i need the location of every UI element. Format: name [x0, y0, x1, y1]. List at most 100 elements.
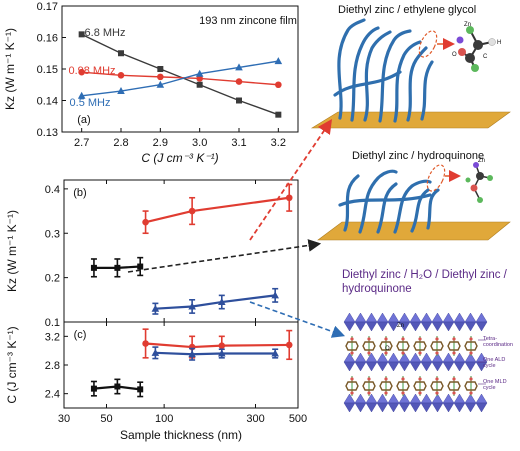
arrow-red-dashed [249, 119, 333, 241]
lattice-tetrahedron [387, 361, 400, 372]
lattice-tetrahedron [431, 321, 444, 332]
atom-label-h-top: H [497, 40, 501, 46]
panel-c-point [218, 342, 226, 349]
annotation-tetra-coordination: Tetra-coordination [483, 336, 513, 348]
lattice-oxygen [384, 391, 388, 395]
panel-b-point [188, 302, 196, 310]
panel-c-point [137, 386, 144, 393]
molecule-top [456, 26, 496, 72]
lattice-tetrahedron [354, 361, 367, 372]
lattice-ring [396, 341, 410, 351]
lattice-tetrahedron [453, 312, 466, 323]
lattice-oxygen [435, 351, 439, 355]
highlight-ellipse-mid [426, 164, 446, 192]
panel-a-ytick-label: 0.16 [37, 33, 58, 45]
lattice-tetrahedron [475, 312, 488, 323]
lattice-ring [430, 341, 444, 351]
lattice-oxygen [384, 377, 388, 381]
lattice-ring [379, 381, 393, 391]
panel-c-ytick-label: 2.4 [45, 389, 60, 401]
lattice-ring [447, 381, 461, 391]
lattice-ring [379, 341, 393, 351]
panel-c-point [188, 350, 196, 358]
lattice-ring [362, 341, 376, 351]
lattice-tetrahedron [387, 321, 400, 332]
lattice-tetrahedron [387, 312, 400, 323]
lattice-tetrahedron [431, 361, 444, 372]
lattice-ring [430, 381, 444, 391]
panel-a-ytick-label: 0.17 [37, 1, 58, 13]
lattice-tetrahedron [453, 321, 466, 332]
lattice-ring [396, 381, 410, 391]
panel-a-xtick-label: 3.2 [271, 137, 286, 149]
highlight-ellipse-top [418, 30, 438, 58]
panel-a-point [77, 91, 86, 99]
lattice-tetrahedron [376, 321, 389, 332]
panel-c-xlabel: Sample thickness (nm) [120, 428, 242, 442]
lattice-tetrahedron [453, 361, 466, 372]
lattice-oxygen [418, 337, 422, 341]
panel-a-xtick-label: 2.9 [153, 137, 168, 149]
panel-b-series-line [145, 196, 290, 224]
lattice-oxygen [367, 337, 371, 341]
lattice-tetrahedron [409, 393, 422, 404]
schematic-title-mid: Diethyl zinc / hydroquinone [352, 150, 485, 162]
panel-c-point [285, 341, 293, 349]
lattice-tetrahedron [442, 321, 455, 332]
panel-c-xtick-label: 50 [100, 413, 112, 425]
substrate-mid [317, 221, 511, 241]
panel-c-xtick-label: 300 [246, 413, 264, 425]
lattice-tetrahedron [464, 321, 477, 332]
lattice-oxygen [418, 377, 422, 381]
lattice-tetrahedron [442, 393, 455, 404]
lattice-tetrahedron [365, 402, 378, 413]
lattice-ring [447, 341, 461, 351]
panel-a-point [195, 69, 204, 77]
panel-a-ytick-label: 0.13 [37, 127, 58, 139]
molecule-mid [465, 162, 493, 203]
atom-label-zn-bottom: Zn [397, 323, 404, 329]
panel-c-point [114, 383, 121, 390]
panel-a-xtick-label: 3.0 [192, 137, 207, 149]
panel-a-ytick-label: 0.15 [37, 64, 58, 76]
lattice-tetrahedron [420, 321, 433, 332]
panel-c-series-line [145, 342, 290, 349]
panel-a-series-label: 6.8 MHz [85, 27, 126, 39]
panel-b-point [151, 304, 160, 312]
polymer-chains-mid [338, 169, 440, 234]
lattice-tetrahedron [420, 312, 433, 323]
atom-label-zn-top: Zn [464, 22, 471, 28]
panel-a-label: (a) [77, 114, 90, 126]
lattice-tetrahedron [398, 352, 411, 363]
panel-a-point [235, 78, 243, 85]
panel-a-series-line [81, 60, 279, 97]
atom-label-o-bottom: O [385, 346, 390, 352]
panel-a-point [274, 57, 283, 65]
panel-b-point [114, 264, 121, 271]
panel-b-point [90, 264, 97, 271]
lattice-tetrahedron [409, 312, 422, 323]
panel-a-point [78, 31, 85, 38]
lattice-tetrahedron [398, 402, 411, 413]
panel-b-ytick-label: 0.4 [45, 184, 60, 196]
lattice-tetrahedron [453, 393, 466, 404]
annotation-mld-cycle: One MLD cycle [483, 379, 507, 391]
lattice-tetrahedron [365, 352, 378, 363]
lattice-tetrahedron [442, 352, 455, 363]
lattice-tetrahedron [343, 312, 356, 323]
panel-a-series-label: 0.5 MHz [70, 97, 111, 109]
lattice-tetrahedron [365, 321, 378, 332]
panel-a-ytick-label: 0.14 [37, 96, 58, 108]
panel-a-point [157, 66, 164, 72]
lattice-tetrahedron [376, 312, 389, 323]
panel-a-series-line [81, 71, 279, 86]
arrow-blue-dashed [249, 301, 346, 338]
panel-a-point [118, 50, 124, 57]
panel-c-point [142, 340, 149, 347]
panel-a-point [275, 111, 282, 118]
panel-a-point [236, 97, 242, 104]
lattice-structure [343, 312, 488, 413]
panel-b-ytick-label: 0.2 [45, 273, 60, 285]
panel-b-point [271, 291, 279, 299]
